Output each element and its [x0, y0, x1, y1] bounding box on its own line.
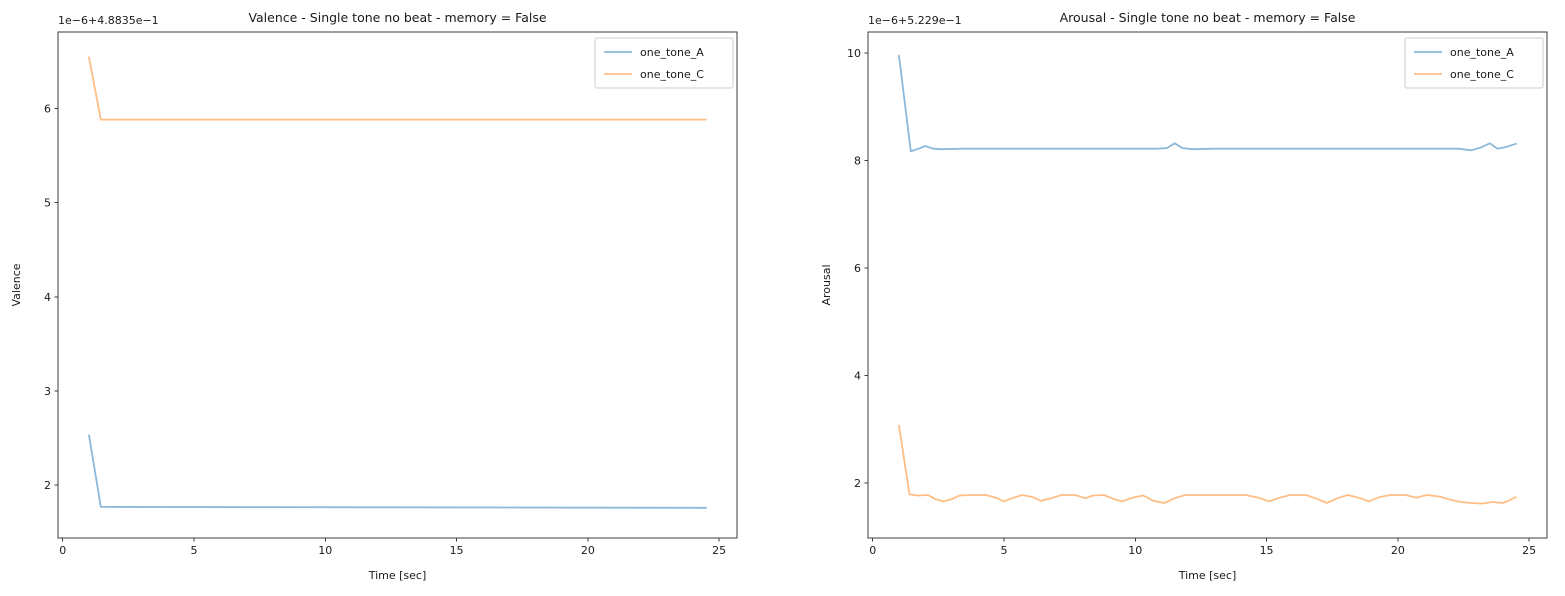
x-axis-tick-label: 15 [450, 544, 464, 557]
y-axis-tick-label: 4 [854, 370, 861, 383]
chart-valence: 0 5 10 15 20 25 2 3 4 5 6 1e−6+4.8835e−1 Valence - S… [10, 10, 738, 582]
y-axis-tick-label: 3 [44, 385, 51, 398]
plot-area [867, 31, 1548, 539]
legend-box [594, 37, 734, 89]
legend-label: one_tone_C [1450, 68, 1514, 81]
series-line-one_tone_A [88, 434, 707, 509]
x-axis-label: Time [sec] [368, 569, 427, 582]
legend-label: one_tone_A [640, 46, 704, 59]
plot-area [57, 31, 738, 539]
x-axis-tick-label: 10 [1128, 544, 1142, 557]
x-axis-tick-label: 15 [1260, 544, 1274, 557]
x-axis-tick-label: 0 [59, 544, 66, 557]
x-axis-tick-label: 25 [1522, 544, 1536, 557]
x-axis-label: Time [sec] [1178, 569, 1237, 582]
chart-arousal: 0 5 10 15 20 25 2 4 6 8 10 1e−6+5.229e−1 Arousal - S… [820, 10, 1548, 582]
legend: one_tone_A one_tone_C [594, 37, 734, 89]
x-axis-tick-label: 20 [1391, 544, 1405, 557]
y-axis-tick-label: 5 [44, 197, 51, 210]
y-axis-tick-label: 2 [44, 479, 51, 492]
x-axis-tick-label: 25 [712, 544, 726, 557]
y-axis-offset-label: 1e−6+5.229e−1 [868, 14, 962, 27]
series-line-one_tone_C [88, 56, 707, 121]
legend: one_tone_A one_tone_C [1404, 37, 1544, 89]
x-axis-tick-label: 0 [869, 544, 876, 557]
y-axis-tick-label: 6 [44, 102, 51, 115]
x-axis-tick-label: 20 [581, 544, 595, 557]
y-axis-tick-label: 8 [854, 155, 861, 168]
x-axis-tick-label: 5 [1001, 544, 1008, 557]
legend-box [1404, 37, 1544, 89]
y-axis-offset-label: 1e−6+4.8835e−1 [58, 14, 159, 27]
x-axis-tick-label: 10 [318, 544, 332, 557]
y-axis-tick-label: 6 [854, 262, 861, 275]
y-axis-tick-label: 4 [44, 291, 51, 304]
y-axis-label: Arousal [820, 264, 833, 305]
y-axis-tick-label: 2 [854, 477, 861, 490]
chart-title: Arousal - Single tone no beat - memory =… [1060, 10, 1356, 25]
x-axis-tick-label: 5 [191, 544, 198, 557]
chart-title: Valence - Single tone no beat - memory =… [248, 10, 546, 25]
series-line-one_tone_A [898, 54, 1517, 153]
y-axis-label: Valence [10, 263, 23, 306]
legend-label: one_tone_A [1450, 46, 1514, 59]
series-line-one_tone_C [898, 424, 1517, 505]
legend-label: one_tone_C [640, 68, 704, 81]
y-axis-tick-label: 10 [847, 47, 861, 60]
